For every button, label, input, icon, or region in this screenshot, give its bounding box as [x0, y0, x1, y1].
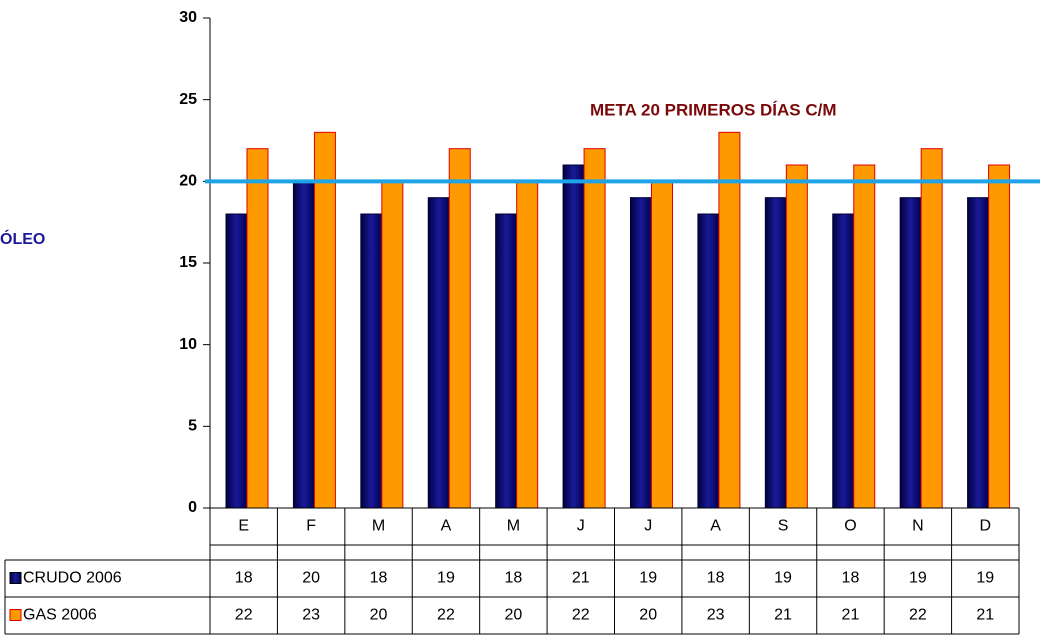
y-tick-label: 30 [179, 9, 197, 26]
x-tick-label: F [306, 518, 316, 535]
table-value: 23 [707, 607, 725, 624]
table-value: 22 [437, 607, 455, 624]
bar [360, 213, 383, 509]
legend-label: CRUDO 2006 [23, 570, 122, 587]
bar [225, 213, 248, 509]
bar [583, 148, 606, 509]
table-value: 21 [842, 607, 860, 624]
bar [427, 197, 450, 509]
y-tick-label: 25 [179, 91, 197, 108]
legend-swatch [9, 572, 22, 584]
x-tick-label: J [577, 518, 585, 535]
x-tick-label: M [372, 518, 385, 535]
side-label: ÓLEO [0, 229, 45, 248]
y-tick-label: 0 [188, 499, 197, 516]
bar [718, 131, 741, 509]
table-value: 22 [909, 607, 927, 624]
x-tick-label: A [441, 518, 452, 535]
bar [313, 131, 336, 509]
bar [967, 197, 990, 509]
table-value: 23 [302, 607, 320, 624]
x-tick-label: N [912, 518, 924, 535]
bar [988, 164, 1011, 509]
x-tick-label: A [710, 518, 721, 535]
table-value: 22 [572, 607, 590, 624]
table-value: 19 [437, 570, 455, 587]
table-value: 19 [639, 570, 657, 587]
y-tick-label: 5 [188, 418, 197, 435]
table-value: 20 [639, 607, 657, 624]
bar [832, 213, 855, 509]
x-tick-label: D [980, 518, 992, 535]
bar [651, 180, 673, 509]
bar [562, 164, 585, 509]
bar [381, 180, 404, 509]
table-value: 19 [976, 570, 994, 587]
table-value: 18 [504, 570, 522, 587]
table-value: 22 [235, 607, 253, 624]
table-value: 18 [842, 570, 860, 587]
x-tick-label: S [778, 518, 789, 535]
bar [495, 213, 518, 509]
bar [246, 148, 269, 509]
y-tick-label: 20 [179, 173, 197, 190]
table-value: 20 [370, 607, 388, 624]
legend-label: GAS 2006 [23, 607, 97, 624]
bar [785, 164, 808, 509]
table-value: 18 [235, 570, 253, 587]
table-value: 21 [572, 570, 590, 587]
x-tick-label: M [507, 518, 520, 535]
bar [448, 148, 471, 509]
bar [630, 197, 652, 509]
x-tick-label: J [644, 518, 652, 535]
bar [853, 164, 876, 509]
bar [697, 213, 720, 509]
table-value: 20 [302, 570, 320, 587]
bar [516, 180, 539, 509]
y-tick-label: 10 [179, 336, 197, 353]
table-value: 19 [774, 570, 792, 587]
bar [899, 197, 922, 509]
legend-swatch [9, 609, 22, 621]
y-tick-label: 15 [179, 254, 197, 271]
table-value: 20 [504, 607, 522, 624]
table-value: 21 [774, 607, 792, 624]
table-value: 18 [707, 570, 725, 587]
x-tick-label: E [238, 518, 249, 535]
bar [292, 180, 315, 509]
table-value: 18 [370, 570, 388, 587]
table-value: 19 [909, 570, 927, 587]
table-value: 21 [976, 607, 994, 624]
bar [764, 197, 787, 509]
bar [920, 148, 943, 509]
annotation: META 20 PRIMEROS DÍAS C/M [590, 100, 837, 119]
x-tick-label: O [844, 518, 856, 535]
